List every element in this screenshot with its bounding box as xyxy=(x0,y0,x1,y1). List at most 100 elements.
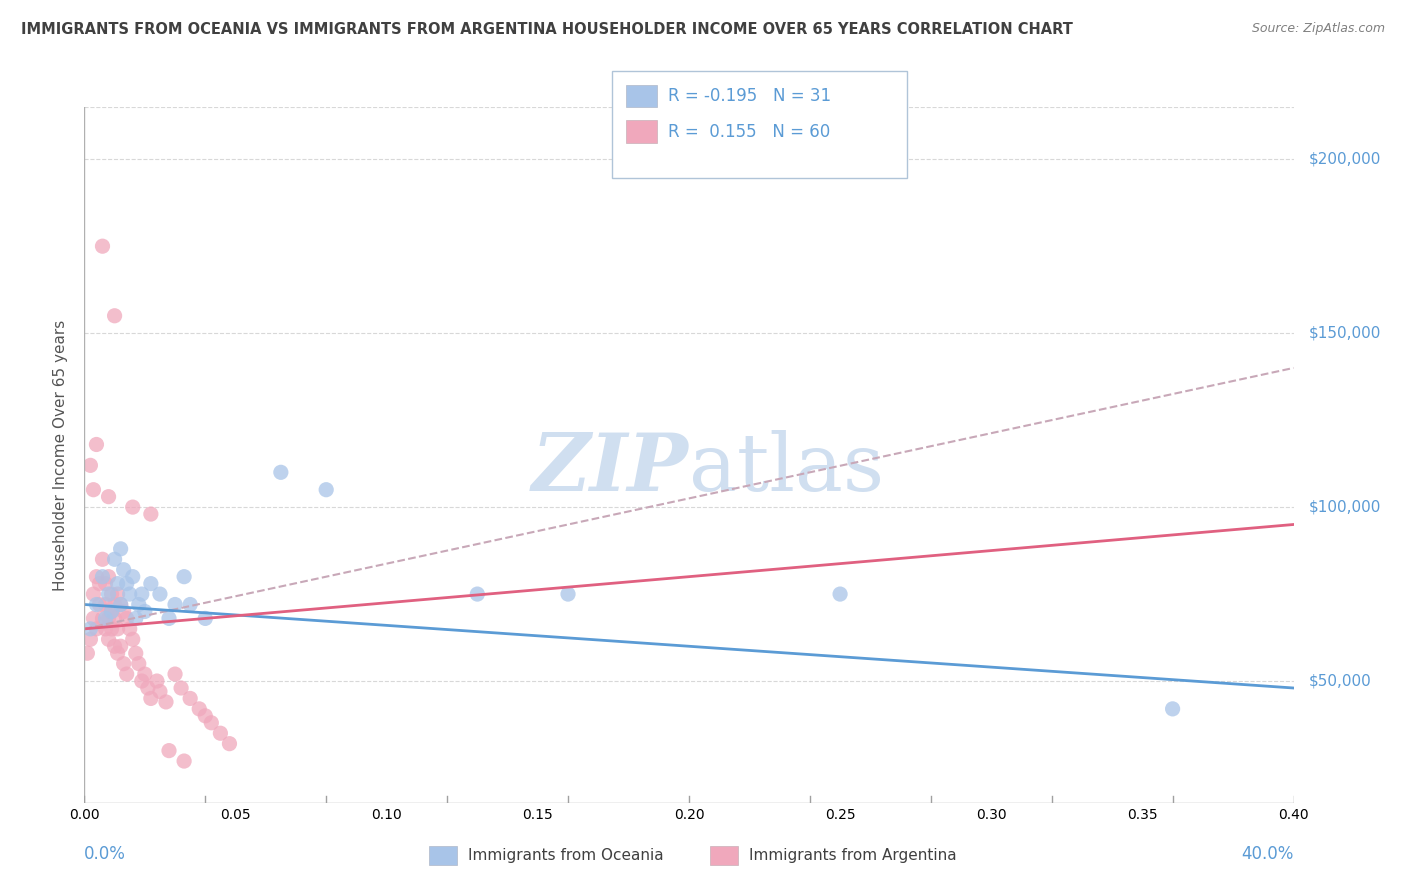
Point xyxy=(100,587,122,601)
Text: R =  0.155   N = 60: R = 0.155 N = 60 xyxy=(668,122,830,141)
Text: Immigrants from Argentina: Immigrants from Argentina xyxy=(749,848,957,863)
Point xyxy=(121,570,143,584)
Y-axis label: Householder Income Over 65 years: Householder Income Over 65 years xyxy=(53,319,69,591)
Point xyxy=(104,309,127,323)
Point xyxy=(79,622,101,636)
Text: IMMIGRANTS FROM OCEANIA VS IMMIGRANTS FROM ARGENTINA HOUSEHOLDER INCOME OVER 65 : IMMIGRANTS FROM OCEANIA VS IMMIGRANTS FR… xyxy=(21,22,1073,37)
Point xyxy=(115,667,138,681)
Point xyxy=(112,563,135,577)
Point xyxy=(209,726,232,740)
Point xyxy=(134,605,156,619)
Point xyxy=(89,576,111,591)
Text: atlas: atlas xyxy=(689,430,884,508)
Point xyxy=(179,691,201,706)
Text: Source: ZipAtlas.com: Source: ZipAtlas.com xyxy=(1251,22,1385,36)
Point xyxy=(107,646,129,660)
Point xyxy=(134,667,156,681)
Point xyxy=(173,754,195,768)
Point xyxy=(79,632,101,647)
Point xyxy=(91,570,114,584)
Point xyxy=(155,695,177,709)
Point xyxy=(97,611,120,625)
Point xyxy=(128,657,150,671)
Point xyxy=(97,587,120,601)
Point xyxy=(139,691,162,706)
Point xyxy=(170,681,193,695)
Point xyxy=(139,507,162,521)
Text: 0.0%: 0.0% xyxy=(84,845,127,863)
Point xyxy=(194,611,217,625)
Point xyxy=(830,587,852,601)
Point xyxy=(163,667,186,681)
Point xyxy=(89,598,111,612)
Point xyxy=(1161,702,1184,716)
Text: $50,000: $50,000 xyxy=(1309,673,1371,689)
Point xyxy=(118,622,141,636)
Text: R = -0.195   N = 31: R = -0.195 N = 31 xyxy=(668,87,831,105)
Point xyxy=(82,587,104,601)
Point xyxy=(163,598,186,612)
Point xyxy=(112,605,135,619)
Point xyxy=(270,466,292,480)
Text: 40.0%: 40.0% xyxy=(1241,845,1294,863)
Point xyxy=(91,239,114,253)
Point xyxy=(131,674,153,689)
Point xyxy=(97,570,120,584)
Point xyxy=(125,611,148,625)
Point xyxy=(200,715,222,730)
Point xyxy=(157,744,180,758)
Point xyxy=(218,737,240,751)
Point xyxy=(125,646,148,660)
Point xyxy=(104,611,127,625)
Point xyxy=(86,622,108,636)
Point xyxy=(104,552,127,566)
Point xyxy=(121,500,143,514)
Point xyxy=(157,611,180,625)
Point xyxy=(149,587,172,601)
Point xyxy=(97,490,120,504)
Point xyxy=(94,598,117,612)
Point xyxy=(97,632,120,647)
Point xyxy=(100,605,122,619)
Point xyxy=(82,483,104,497)
Point xyxy=(115,576,138,591)
Text: Immigrants from Oceania: Immigrants from Oceania xyxy=(468,848,664,863)
Point xyxy=(100,622,122,636)
Point xyxy=(467,587,489,601)
Text: ZIP: ZIP xyxy=(531,430,689,508)
Point xyxy=(86,570,108,584)
Point xyxy=(146,674,169,689)
Point xyxy=(79,458,101,473)
Point xyxy=(118,587,141,601)
Point xyxy=(179,598,201,612)
Point xyxy=(194,708,217,723)
Point xyxy=(136,681,159,695)
Point xyxy=(91,552,114,566)
Point xyxy=(107,576,129,591)
Point xyxy=(139,576,162,591)
Point xyxy=(115,611,138,625)
Point xyxy=(86,437,108,451)
Point xyxy=(110,541,132,556)
Point xyxy=(94,611,117,625)
Text: $200,000: $200,000 xyxy=(1309,152,1381,167)
Point xyxy=(107,622,129,636)
Point xyxy=(173,570,195,584)
Text: $100,000: $100,000 xyxy=(1309,500,1381,515)
Point xyxy=(557,587,579,601)
Point xyxy=(121,632,143,647)
Point xyxy=(82,611,104,625)
Point xyxy=(91,611,114,625)
Point xyxy=(86,598,108,612)
Point xyxy=(104,598,127,612)
Point xyxy=(112,657,135,671)
Point xyxy=(107,587,129,601)
Point xyxy=(128,598,150,612)
Point xyxy=(188,702,211,716)
Point xyxy=(104,639,127,653)
Point xyxy=(100,605,122,619)
Point xyxy=(94,622,117,636)
Point xyxy=(94,576,117,591)
Point xyxy=(110,598,132,612)
Text: $150,000: $150,000 xyxy=(1309,326,1381,341)
